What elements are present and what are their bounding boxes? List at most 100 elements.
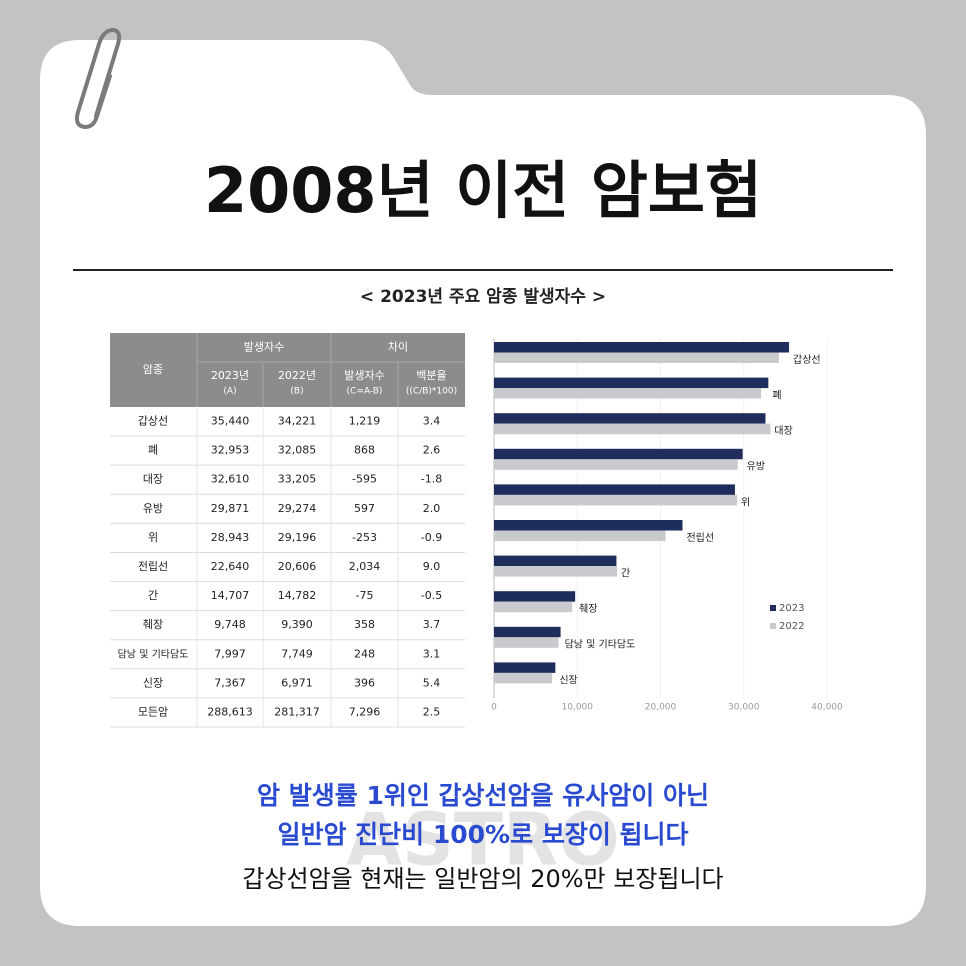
category-label: 위 [741,495,750,508]
table-cell: 597 [354,502,375,515]
table-cell: 유방 [143,502,163,515]
bar [494,555,617,567]
table-cell: 9,748 [214,618,246,631]
table-cell: 281,317 [274,705,320,718]
table-cell: 396 [354,676,375,689]
table-header: 차이 [388,341,408,354]
table-cell: 14,782 [278,589,317,602]
category-label: 폐 [772,389,781,401]
bar [494,520,683,531]
bar [494,637,559,648]
table-cell: 3.7 [423,618,441,631]
table-cell: 7,997 [214,647,246,660]
table-header: 2023년 [211,369,249,382]
table-cell: 3.4 [423,415,441,428]
x-tick-label: 0 [491,703,497,713]
card [40,40,926,926]
table-header: (C=A-B) [347,387,383,397]
x-tick-label: 10,000 [562,703,594,713]
x-tick-label: 30,000 [728,703,760,713]
watermark: ASTRO [346,798,619,882]
table-cell: 2.5 [423,705,441,718]
category-label: 췌장 [579,603,597,615]
table-cell: 9,390 [281,618,313,631]
category-label: 유방 [747,461,765,473]
bar [494,591,576,602]
table-header: ((C/B)*100) [406,387,457,397]
bar [494,662,556,673]
table-cell: 28,943 [211,531,250,544]
table-cell: 248 [354,647,375,660]
category-label: 대장 [774,425,792,437]
table-cell: 2.6 [423,444,441,457]
table-cell: 288,613 [207,705,253,718]
table-header: 백분율 [416,369,446,382]
table-cell: -75 [356,589,374,602]
category-label: 신장 [559,674,577,686]
bar [494,672,553,684]
table-cell: 간 [148,589,158,602]
table-cell: 29,871 [211,502,250,515]
table-cell: 5.4 [423,676,441,689]
bar [494,626,561,638]
table-cell: -0.9 [421,531,442,544]
table-cell: 대장 [143,473,163,486]
bar [494,423,771,435]
table-cell: 29,274 [278,502,317,515]
table-cell: 33,205 [278,473,317,486]
highlight-text: 일반암 진단비 100%로 보장이 됩니다 [277,820,688,849]
legend-swatch [770,623,776,629]
legend-label: 2022 [779,621,804,632]
table-cell: 868 [354,444,375,457]
table-cell: 2.0 [423,502,441,515]
table-cell: 모든암 [138,705,168,718]
table-header: 발생자수 [244,341,284,354]
bar [494,388,762,399]
table-cell: 췌장 [143,618,163,631]
table-header: (B) [290,387,303,397]
paperclip [74,27,122,130]
table-cell: 신장 [143,676,163,689]
table-cell: 20,606 [278,560,317,573]
category-label: 갑상선 [793,354,821,366]
legend-label: 2023 [779,603,804,614]
table-cell: 32,953 [211,444,250,457]
bar [494,413,766,424]
table-cell: 담낭 및 기타담도 [118,648,189,660]
table-header: 발생자수 [344,369,384,382]
x-tick-label: 40,000 [811,703,843,713]
table-header: 2022년 [278,369,316,382]
bar [494,566,618,577]
table-header: (A) [223,387,236,397]
table-cell: 14,707 [211,589,250,602]
subtitle: < 2023년 주요 암종 발생자수 > [360,287,606,307]
table-cell: 7,749 [281,647,313,660]
table-header-bg [110,333,465,407]
table-cell: 34,221 [278,415,317,428]
bar [494,342,790,353]
category-label: 간 [621,567,630,579]
highlight-text: 암 발생률 1위인 갑상선암을 유사암이 아닌 [257,781,709,810]
note-text: 갑상선암을 현재는 일반암의 20%만 보장됩니다 [242,865,723,893]
table-cell: 32,085 [278,444,317,457]
table-cell: 9.0 [423,560,441,573]
bar [494,377,769,389]
category-label: 전립선 [686,531,714,544]
table-cell: 3.1 [423,647,441,660]
table-cell: 32,610 [211,473,250,486]
category-label: 담낭 및 기타담도 [565,639,636,651]
table-header: 암종 [143,363,163,376]
table-cell: 폐 [148,444,158,457]
x-tick-label: 20,000 [645,703,677,713]
table-cell: 전립선 [138,560,168,573]
bar [494,494,738,506]
table-cell: 2,034 [349,560,381,573]
table-cell: -253 [352,531,377,544]
table-cell: -0.5 [421,589,442,602]
title: 2008년 이전 암보험 [204,154,762,227]
bar [494,448,743,460]
table-cell: 7,367 [214,676,246,689]
bar [494,459,738,470]
table-cell: -595 [352,473,377,486]
